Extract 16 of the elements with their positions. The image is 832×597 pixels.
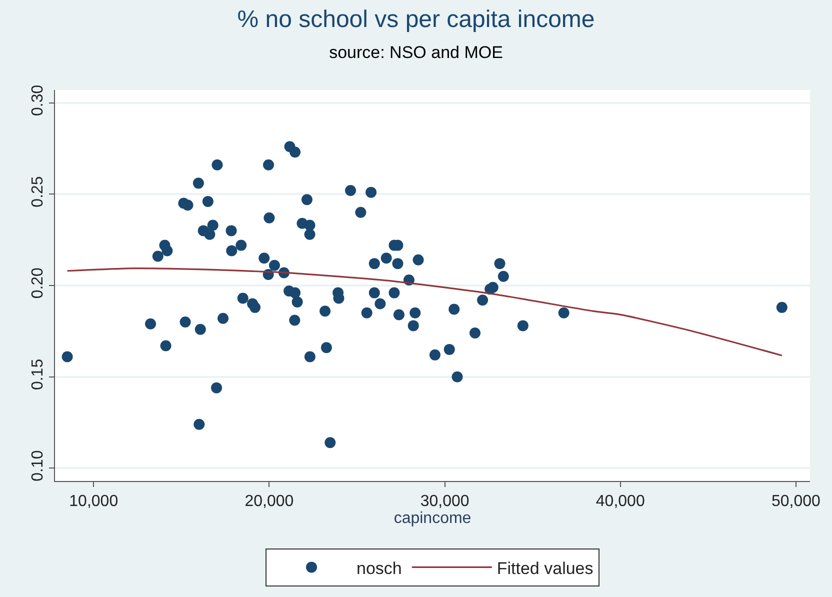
chart-subtitle: source: NSO and MOE bbox=[329, 43, 503, 62]
legend-label: Fitted values bbox=[496, 558, 594, 578]
y-tick-label: 0.15 bbox=[30, 358, 47, 390]
y-tick-label: 0.25 bbox=[30, 176, 47, 208]
x-tick-label: 20,000 bbox=[244, 493, 294, 510]
x-axis-title: capincome bbox=[394, 510, 472, 528]
x-tick-label: 50,000 bbox=[771, 493, 821, 510]
chart-title: % no school vs per capita income bbox=[237, 6, 595, 33]
x-tick-label: 30,000 bbox=[420, 493, 470, 510]
y-tick-label: 0.20 bbox=[30, 267, 47, 299]
legend-label: nosch bbox=[356, 558, 402, 578]
x-tick-label: 10,000 bbox=[69, 493, 118, 510]
line-series bbox=[66, 268, 783, 356]
x-tick-label: 40,000 bbox=[596, 493, 645, 510]
y-tick-label: 0.30 bbox=[30, 84, 47, 116]
y-tick-label: 0.10 bbox=[30, 450, 47, 482]
